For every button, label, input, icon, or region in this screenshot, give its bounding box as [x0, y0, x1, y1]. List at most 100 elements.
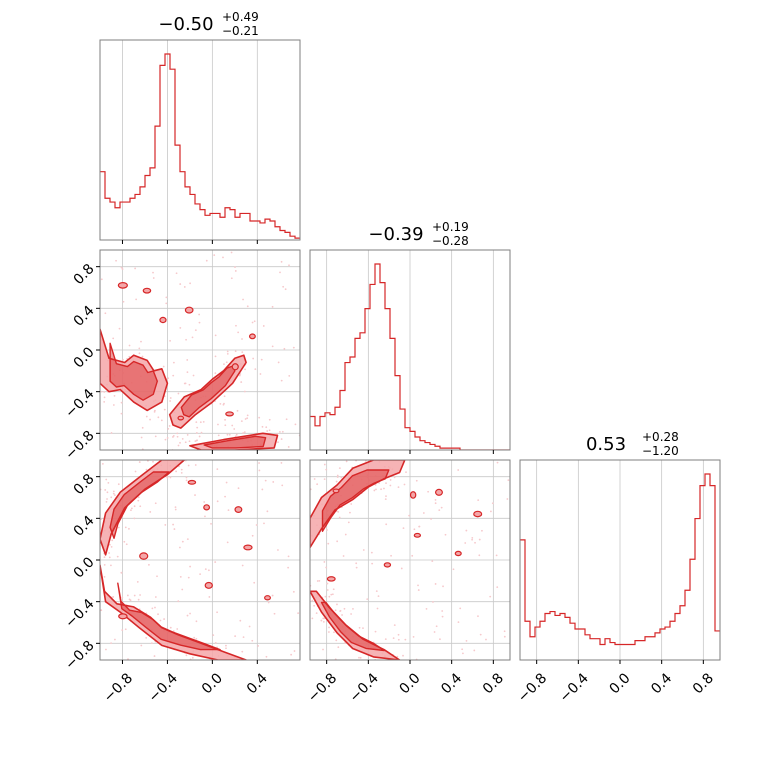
x-tick-label-p1-0: −0.8 [101, 670, 136, 705]
contour-outer-p1_p3-0 [100, 460, 186, 556]
x-tick-label-p1-3: 0.4 [244, 670, 271, 697]
scatter-point [489, 510, 492, 513]
scatter-point [369, 661, 371, 663]
scatter-point [311, 617, 314, 620]
contour-inner-p1_p3-0 [109, 471, 170, 539]
scatter-point [157, 416, 160, 419]
contour-blob [243, 544, 253, 551]
scatter-point [362, 549, 365, 551]
scatter-point [183, 382, 186, 385]
scatter-point [195, 661, 197, 663]
scatter-point [204, 515, 206, 518]
scatter-point [133, 505, 136, 508]
scatter-point [199, 421, 202, 424]
scatter-point [129, 599, 132, 602]
scatter-point [464, 542, 467, 544]
scatter-point [281, 484, 284, 487]
contour-blob [139, 552, 149, 560]
scatter-point [444, 533, 447, 536]
scatter-point [186, 538, 189, 541]
scatter-point [336, 603, 338, 606]
scatter-point [172, 523, 175, 526]
scatter-point [258, 469, 261, 472]
scatter-point [231, 424, 234, 427]
scatter-point [442, 585, 444, 588]
scatter-point [97, 562, 99, 564]
scatter-point [241, 351, 244, 354]
scatter-point [103, 576, 106, 578]
scatter-point [110, 642, 112, 644]
y-tick-label-p3-4: 0.8 [71, 471, 98, 498]
scatter-point [138, 352, 141, 355]
scatter-point [94, 518, 96, 520]
scatter-point [431, 560, 434, 563]
scatter-point [108, 543, 111, 546]
scatter-point [105, 648, 107, 651]
scatter-point [200, 431, 203, 434]
scatter-point [226, 433, 229, 436]
scatter-point [362, 627, 364, 630]
scatter-point [389, 479, 392, 481]
contour-blob [234, 506, 243, 513]
scatter-point [203, 501, 206, 503]
scatter-point [140, 436, 143, 439]
scatter-point [243, 390, 246, 393]
scatter-point [134, 470, 137, 473]
contour-blob [204, 581, 213, 589]
scatter-point [285, 418, 288, 421]
scatter-point [141, 355, 144, 358]
scatter-point [113, 394, 116, 397]
scatter-point [140, 644, 143, 647]
scatter-point [438, 509, 441, 512]
scatter-point [185, 476, 188, 479]
title-value-p1: −0.50 [158, 14, 213, 35]
scatter-point [465, 529, 468, 532]
scatter-point [123, 540, 126, 543]
contour-blob [326, 576, 336, 582]
scatter-point [276, 432, 279, 435]
scatter-point [370, 551, 373, 554]
scatter-point [111, 539, 114, 542]
scatter-point [113, 494, 116, 497]
scatter-point [402, 654, 404, 657]
scatter-point [260, 358, 263, 361]
scatter-point [479, 633, 482, 636]
scatter-point [323, 478, 326, 481]
scatter-point [403, 483, 406, 486]
scatter-point [481, 529, 483, 532]
scatter-point [402, 527, 405, 529]
scatter-point [433, 631, 436, 633]
scatter-point [225, 361, 228, 364]
scatter-point [435, 625, 438, 628]
scatter-point [441, 615, 444, 618]
scatter-point [266, 430, 269, 432]
scatter-point [164, 524, 167, 526]
scatter-point [157, 613, 159, 616]
scatter-point [439, 638, 441, 641]
scatter-point [268, 429, 271, 432]
scatter-point [174, 506, 177, 509]
scatter-point [477, 499, 480, 502]
scatter-point [152, 277, 155, 279]
scatter-point [181, 540, 184, 543]
scatter-point [112, 596, 115, 598]
scatter-point [103, 391, 106, 393]
scatter-point [253, 581, 256, 584]
scatter-point [189, 282, 192, 285]
scatter-point [222, 256, 224, 259]
scatter-point [338, 516, 341, 519]
scatter-point [179, 575, 182, 578]
scatter-point [187, 442, 189, 444]
scatter-point [251, 534, 254, 537]
scatter-point [179, 546, 181, 549]
scatter-point [434, 498, 437, 501]
scatter-point [214, 334, 217, 337]
scatter-point [153, 457, 155, 459]
scatter-point [121, 268, 124, 270]
scatter-point [322, 617, 325, 620]
scatter-point [336, 476, 339, 479]
scatter-point [397, 486, 400, 489]
scatter-point [226, 541, 229, 544]
scatter-point [374, 630, 377, 633]
scatter-point [96, 528, 98, 530]
